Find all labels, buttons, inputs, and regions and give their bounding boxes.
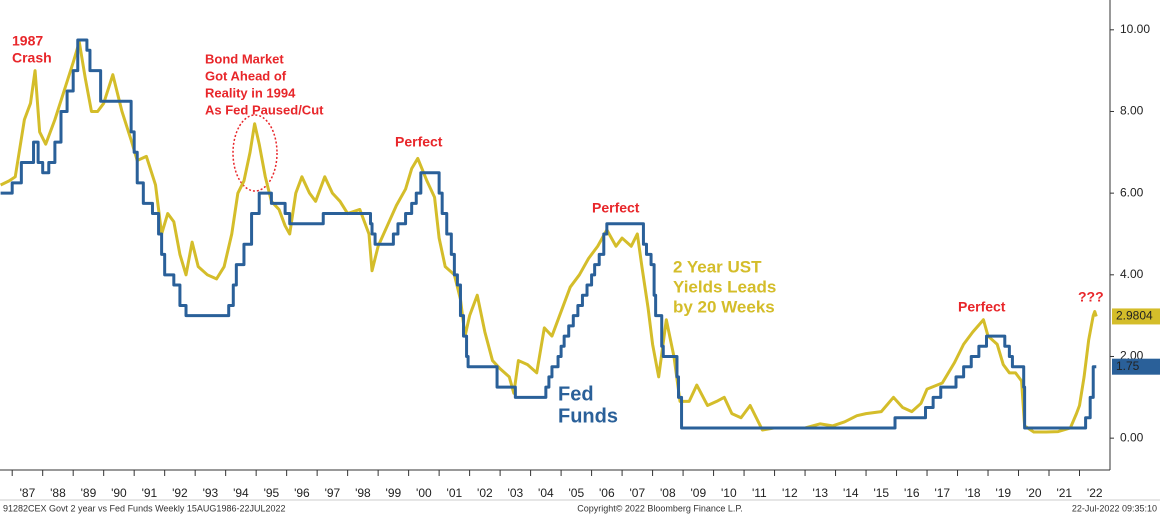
x-tick-label: '93 bbox=[203, 486, 219, 500]
annotation: by 20 Weeks bbox=[673, 297, 775, 316]
annotation: Perfect bbox=[395, 134, 443, 150]
x-tick-label: '03 bbox=[508, 486, 524, 500]
annotation: Perfect bbox=[592, 200, 640, 216]
annotation: Got Ahead of bbox=[205, 68, 287, 83]
annotation: Perfect bbox=[958, 299, 1006, 315]
x-tick-label: '99 bbox=[386, 486, 402, 500]
x-tick-label: '18 bbox=[965, 486, 981, 500]
y-tick-label: 6.00 bbox=[1120, 185, 1144, 199]
annotation: Crash bbox=[12, 50, 52, 66]
footer-center: Copyright© 2022 Bloomberg Finance L.P. bbox=[577, 503, 743, 513]
annotation: Reality in 1994 bbox=[205, 85, 296, 100]
x-tick-label: '12 bbox=[782, 486, 798, 500]
x-tick-label: '87 bbox=[20, 486, 36, 500]
x-tick-label: '02 bbox=[477, 486, 493, 500]
x-tick-label: '90 bbox=[111, 486, 127, 500]
annotation: Funds bbox=[558, 405, 618, 427]
x-tick-label: '05 bbox=[569, 486, 585, 500]
highlight-ellipse bbox=[232, 114, 278, 192]
x-tick-label: '89 bbox=[81, 486, 97, 500]
x-tick-label: '07 bbox=[630, 486, 646, 500]
last-value-label: 2.9804 bbox=[1116, 309, 1153, 323]
x-tick-label: '20 bbox=[1026, 486, 1042, 500]
x-tick-label: '95 bbox=[264, 486, 280, 500]
x-tick-label: '10 bbox=[721, 486, 737, 500]
series-line bbox=[0, 38, 1097, 430]
x-tick-label: '15 bbox=[873, 486, 889, 500]
last-value-label: 1.75 bbox=[1116, 359, 1140, 373]
annotation: As Fed Paused/Cut bbox=[205, 102, 324, 117]
x-tick-label: '08 bbox=[660, 486, 676, 500]
x-tick-label: '94 bbox=[233, 486, 249, 500]
x-tick-label: '01 bbox=[447, 486, 463, 500]
series-line bbox=[0, 40, 1098, 434]
footer-left: 91282CEX Govt 2 year vs Fed Funds Weekly… bbox=[3, 503, 286, 513]
x-tick-label: '16 bbox=[904, 486, 920, 500]
x-tick-label: '13 bbox=[812, 486, 828, 500]
x-tick-label: '19 bbox=[995, 486, 1011, 500]
annotation: Fed bbox=[558, 383, 594, 405]
x-tick-label: '88 bbox=[50, 486, 66, 500]
x-tick-label: '17 bbox=[934, 486, 950, 500]
x-tick-label: '98 bbox=[355, 486, 371, 500]
y-tick-label: 8.00 bbox=[1120, 104, 1144, 118]
x-tick-label: '04 bbox=[538, 486, 554, 500]
annotation: 2 Year UST bbox=[673, 257, 762, 276]
annotation: 1987 bbox=[12, 33, 43, 49]
x-tick-label: '00 bbox=[416, 486, 432, 500]
x-tick-label: '92 bbox=[172, 486, 188, 500]
y-tick-label: 4.00 bbox=[1120, 267, 1144, 281]
annotation: Yields Leads bbox=[673, 277, 776, 296]
x-tick-label: '97 bbox=[325, 486, 341, 500]
y-tick-label: 0.00 bbox=[1120, 430, 1144, 444]
x-tick-label: '21 bbox=[1056, 486, 1072, 500]
annotation: ??? bbox=[1078, 289, 1104, 305]
last-value-box bbox=[1112, 358, 1160, 375]
x-tick-label: '91 bbox=[142, 486, 158, 500]
x-tick-label: '09 bbox=[691, 486, 707, 500]
last-value-box bbox=[1112, 308, 1160, 325]
x-tick-label: '96 bbox=[294, 486, 310, 500]
x-tick-label: '06 bbox=[599, 486, 615, 500]
annotation: Bond Market bbox=[205, 51, 284, 66]
x-tick-label: '14 bbox=[843, 486, 859, 500]
x-tick-label: '11 bbox=[752, 486, 767, 500]
footer-right: 22-Jul-2022 09:35:10 bbox=[1072, 503, 1157, 513]
y-tick-label: 10.00 bbox=[1120, 22, 1150, 36]
x-tick-label: '22 bbox=[1087, 486, 1103, 500]
